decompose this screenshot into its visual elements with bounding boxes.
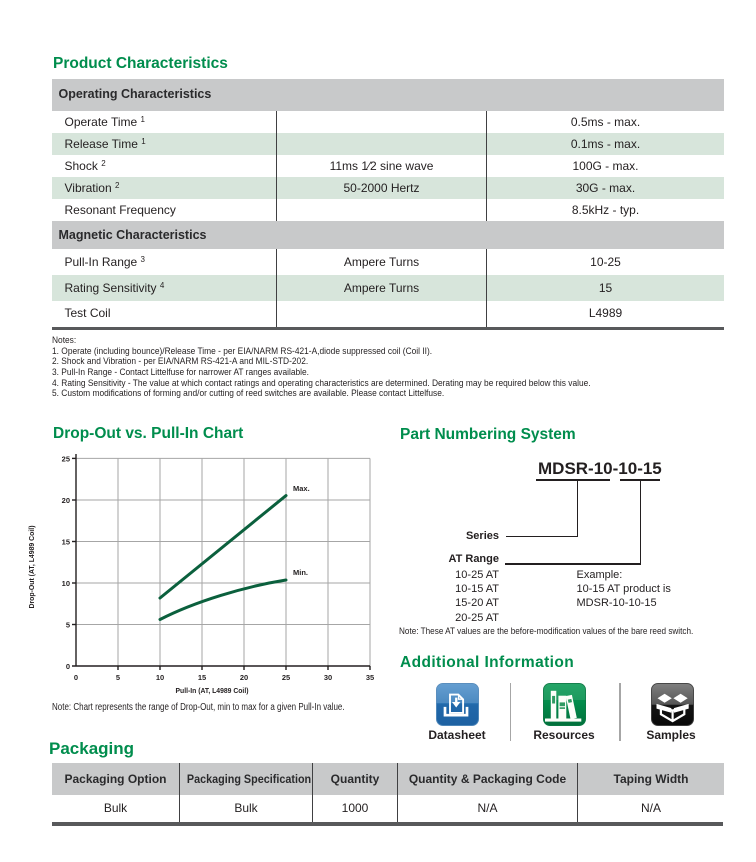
svg-text:Min.: Min. — [293, 568, 308, 577]
svg-text:0: 0 — [66, 662, 70, 671]
svg-text:0: 0 — [74, 673, 78, 682]
svg-text:25: 25 — [62, 454, 70, 463]
svg-text:20: 20 — [240, 673, 248, 682]
svg-text:Drop-Out (AT, L4989 Coil): Drop-Out (AT, L4989 Coil) — [27, 525, 36, 608]
svg-text:30: 30 — [324, 673, 332, 682]
svg-text:5: 5 — [66, 621, 70, 630]
svg-text:15: 15 — [62, 538, 70, 547]
svg-text:35: 35 — [366, 673, 374, 682]
svg-text:25: 25 — [282, 673, 290, 682]
svg-text:15: 15 — [198, 673, 206, 682]
svg-text:20: 20 — [62, 496, 70, 505]
svg-text:10: 10 — [62, 579, 70, 588]
svg-text:5: 5 — [116, 673, 120, 682]
svg-text:Pull-In (AT, L4989 Coil): Pull-In (AT, L4989 Coil) — [176, 686, 249, 695]
svg-text:10: 10 — [156, 673, 164, 682]
svg-text:Max.: Max. — [293, 484, 310, 493]
